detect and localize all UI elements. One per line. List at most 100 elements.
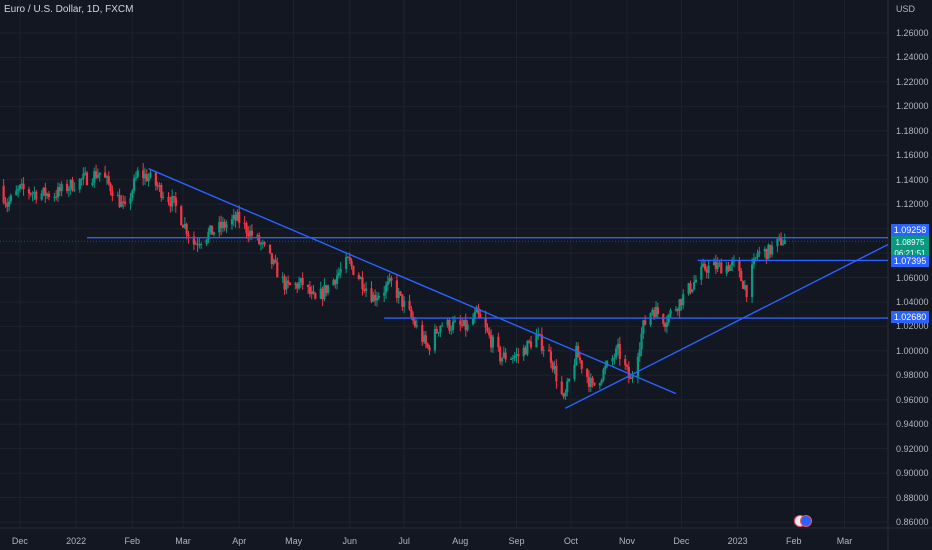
candle-body <box>107 176 110 184</box>
candle-body <box>410 309 413 317</box>
candle-body <box>268 244 272 254</box>
candle-body <box>335 275 339 284</box>
candle-body <box>276 262 279 278</box>
candle-body <box>497 336 500 348</box>
candle-body <box>413 320 417 327</box>
candle-body <box>654 307 658 317</box>
event-flag-icon[interactable] <box>800 515 812 527</box>
candle-body <box>17 188 20 191</box>
candle-body <box>370 288 373 302</box>
candle-body <box>80 178 83 180</box>
candle-body <box>337 272 340 276</box>
candle-body <box>676 308 679 312</box>
candle-body <box>196 243 199 245</box>
symbol-title[interactable]: Euro / U.S. Dollar, 1D, FXCM <box>4 4 134 15</box>
candle-body <box>665 322 669 327</box>
y-tick-label: 0.90000 <box>896 468 929 479</box>
candle-body <box>133 178 136 191</box>
candle-body <box>120 201 123 208</box>
candle-body <box>689 283 692 293</box>
candle-body <box>424 335 427 344</box>
candle-body <box>210 225 214 235</box>
candle-body <box>403 300 406 307</box>
candle-body <box>247 232 250 237</box>
candle-body <box>573 364 576 379</box>
y-tick-label: 1.00000 <box>896 345 929 356</box>
candle-body <box>649 313 652 325</box>
candle-body <box>258 235 261 244</box>
candle-body <box>720 262 723 274</box>
candle-body <box>395 280 398 298</box>
candle-body <box>548 349 551 352</box>
candle-body <box>22 183 25 190</box>
x-tick-label: Jul <box>398 536 410 546</box>
candle-body <box>47 193 51 198</box>
current-price-value: 1.08975 <box>895 238 925 247</box>
candle-body <box>553 365 556 370</box>
candle-body <box>345 257 348 269</box>
candle-body <box>591 378 594 383</box>
candle-body <box>602 369 605 381</box>
candle-body <box>154 172 157 186</box>
candle-body <box>350 260 353 267</box>
y-tick-label: 1.06000 <box>896 272 929 283</box>
candle-body <box>439 325 442 333</box>
x-tick-label: 2022 <box>66 536 87 546</box>
trendline[interactable] <box>565 243 889 409</box>
trendline[interactable] <box>148 168 677 395</box>
candle-body <box>473 312 476 320</box>
candle-body <box>769 244 772 255</box>
candle-body <box>524 347 527 355</box>
candle-body <box>441 325 444 327</box>
candle-body <box>642 320 645 334</box>
candle-body <box>779 236 783 246</box>
candle-body <box>245 223 248 233</box>
candle-body <box>78 179 81 190</box>
x-tick-label: Apr <box>232 536 247 546</box>
candle-body <box>209 225 212 232</box>
candle-body <box>46 193 49 197</box>
candle-body <box>60 183 63 192</box>
candle-body <box>243 223 246 225</box>
y-tick-label: 1.26000 <box>896 28 929 38</box>
candle-body <box>741 281 745 289</box>
x-tick-label: Dec <box>673 536 690 546</box>
candle-body <box>700 266 703 280</box>
candle-body <box>285 280 288 290</box>
candle-body <box>662 314 665 324</box>
candle-body <box>631 376 634 379</box>
candle-body <box>180 206 183 226</box>
candle-body <box>104 172 107 178</box>
candle-body <box>312 291 315 294</box>
candle-body <box>529 341 533 348</box>
candle-body <box>20 183 23 185</box>
candle-body <box>656 307 659 315</box>
candle-body <box>586 368 589 378</box>
candle-body <box>223 221 226 228</box>
candle-body <box>566 381 569 393</box>
candle-body <box>725 265 728 274</box>
candle-body <box>743 285 746 289</box>
drawing-tools-layer[interactable] <box>0 168 889 409</box>
candle-body <box>475 307 478 313</box>
candle-body <box>40 193 43 200</box>
candle-body <box>272 259 275 264</box>
level-badge-top: 1.09258 <box>891 224 929 236</box>
candle-body <box>692 282 696 290</box>
candle-body <box>156 185 159 187</box>
y-tick-label: 0.98000 <box>896 370 929 381</box>
candle-body <box>234 215 237 221</box>
candle-body <box>575 346 578 365</box>
candle-body <box>111 191 114 197</box>
candle-body <box>682 294 685 306</box>
candle-body <box>352 266 355 275</box>
level-badge-low: 1.02680 <box>891 311 929 323</box>
candle-body <box>147 177 150 182</box>
candle-body <box>94 171 98 178</box>
candle-body <box>702 263 705 267</box>
candle-body <box>716 263 719 270</box>
candle-body <box>770 246 774 255</box>
candle-body <box>297 282 301 289</box>
candle-body <box>129 198 132 204</box>
